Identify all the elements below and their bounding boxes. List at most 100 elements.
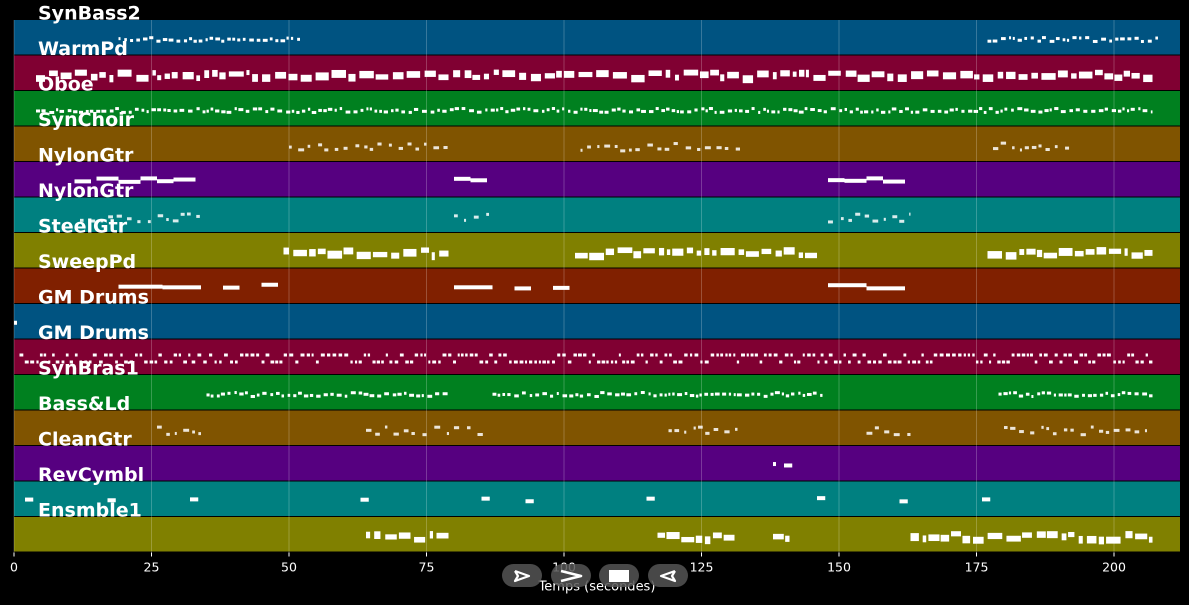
note (261, 360, 265, 364)
note (59, 109, 65, 113)
note (261, 282, 278, 287)
note (937, 109, 942, 113)
note (230, 360, 234, 364)
note (1004, 107, 1008, 111)
note (275, 360, 279, 364)
note (519, 360, 524, 364)
note (552, 360, 555, 364)
note (79, 360, 83, 364)
note (615, 393, 620, 397)
note (158, 353, 162, 357)
note (485, 360, 489, 364)
note (774, 391, 780, 395)
track-lane (14, 375, 1180, 410)
note (1135, 533, 1148, 540)
note (553, 285, 570, 290)
note (375, 74, 389, 80)
note (1098, 536, 1104, 545)
note (182, 71, 194, 80)
previous-button[interactable] (648, 564, 688, 587)
note (443, 146, 448, 150)
note (650, 353, 654, 357)
note (60, 72, 72, 80)
note (793, 360, 797, 364)
note (973, 109, 979, 113)
note (899, 109, 903, 113)
note (416, 394, 421, 398)
note (422, 433, 427, 437)
note (453, 426, 460, 430)
note (915, 110, 920, 114)
note (156, 39, 161, 43)
note (655, 353, 658, 357)
note (1140, 39, 1144, 43)
note (377, 142, 382, 146)
note (1017, 107, 1023, 111)
note (474, 353, 478, 357)
note (1017, 38, 1022, 42)
note (372, 251, 388, 258)
note (192, 430, 195, 434)
note (611, 108, 616, 112)
note (817, 360, 820, 364)
note (1018, 394, 1024, 398)
next-button[interactable] (551, 564, 591, 587)
note (684, 353, 688, 357)
note (975, 360, 979, 364)
note (270, 360, 275, 364)
stop-button[interactable] (599, 564, 639, 587)
note (301, 109, 306, 113)
note (1131, 72, 1140, 79)
note (433, 146, 440, 150)
note (1024, 108, 1029, 112)
note (1043, 252, 1058, 259)
note (1074, 394, 1079, 398)
note (69, 360, 73, 364)
note (215, 37, 221, 41)
note (997, 71, 1004, 79)
note (672, 392, 675, 396)
note (867, 360, 872, 364)
note (205, 38, 208, 42)
note (563, 70, 575, 78)
note (1069, 109, 1073, 113)
note (1127, 391, 1132, 395)
note (403, 429, 409, 433)
note (366, 531, 371, 539)
note (383, 110, 388, 114)
note (884, 430, 890, 434)
note (628, 148, 632, 152)
note (1072, 36, 1077, 40)
note (1036, 249, 1043, 258)
note (664, 147, 670, 151)
note (933, 353, 938, 357)
note (1046, 391, 1052, 395)
note (206, 393, 210, 397)
note (1096, 247, 1107, 255)
note (465, 353, 468, 357)
note (1026, 353, 1029, 357)
note (1038, 144, 1042, 148)
note (757, 392, 761, 396)
note (929, 360, 933, 364)
note (533, 109, 539, 113)
note (363, 392, 369, 396)
note (673, 142, 678, 146)
note (1134, 392, 1139, 396)
note (696, 250, 702, 256)
note (421, 247, 430, 253)
note (431, 252, 435, 261)
note (1046, 531, 1058, 539)
note (631, 74, 645, 83)
play-button[interactable] (502, 564, 542, 587)
note (432, 360, 437, 364)
track-label: SynBass2 (38, 3, 141, 25)
note (612, 72, 627, 79)
note (907, 432, 911, 436)
note (926, 70, 939, 77)
note (84, 360, 88, 364)
note (85, 109, 89, 113)
note (669, 353, 672, 357)
note (198, 432, 201, 436)
note (152, 70, 156, 76)
